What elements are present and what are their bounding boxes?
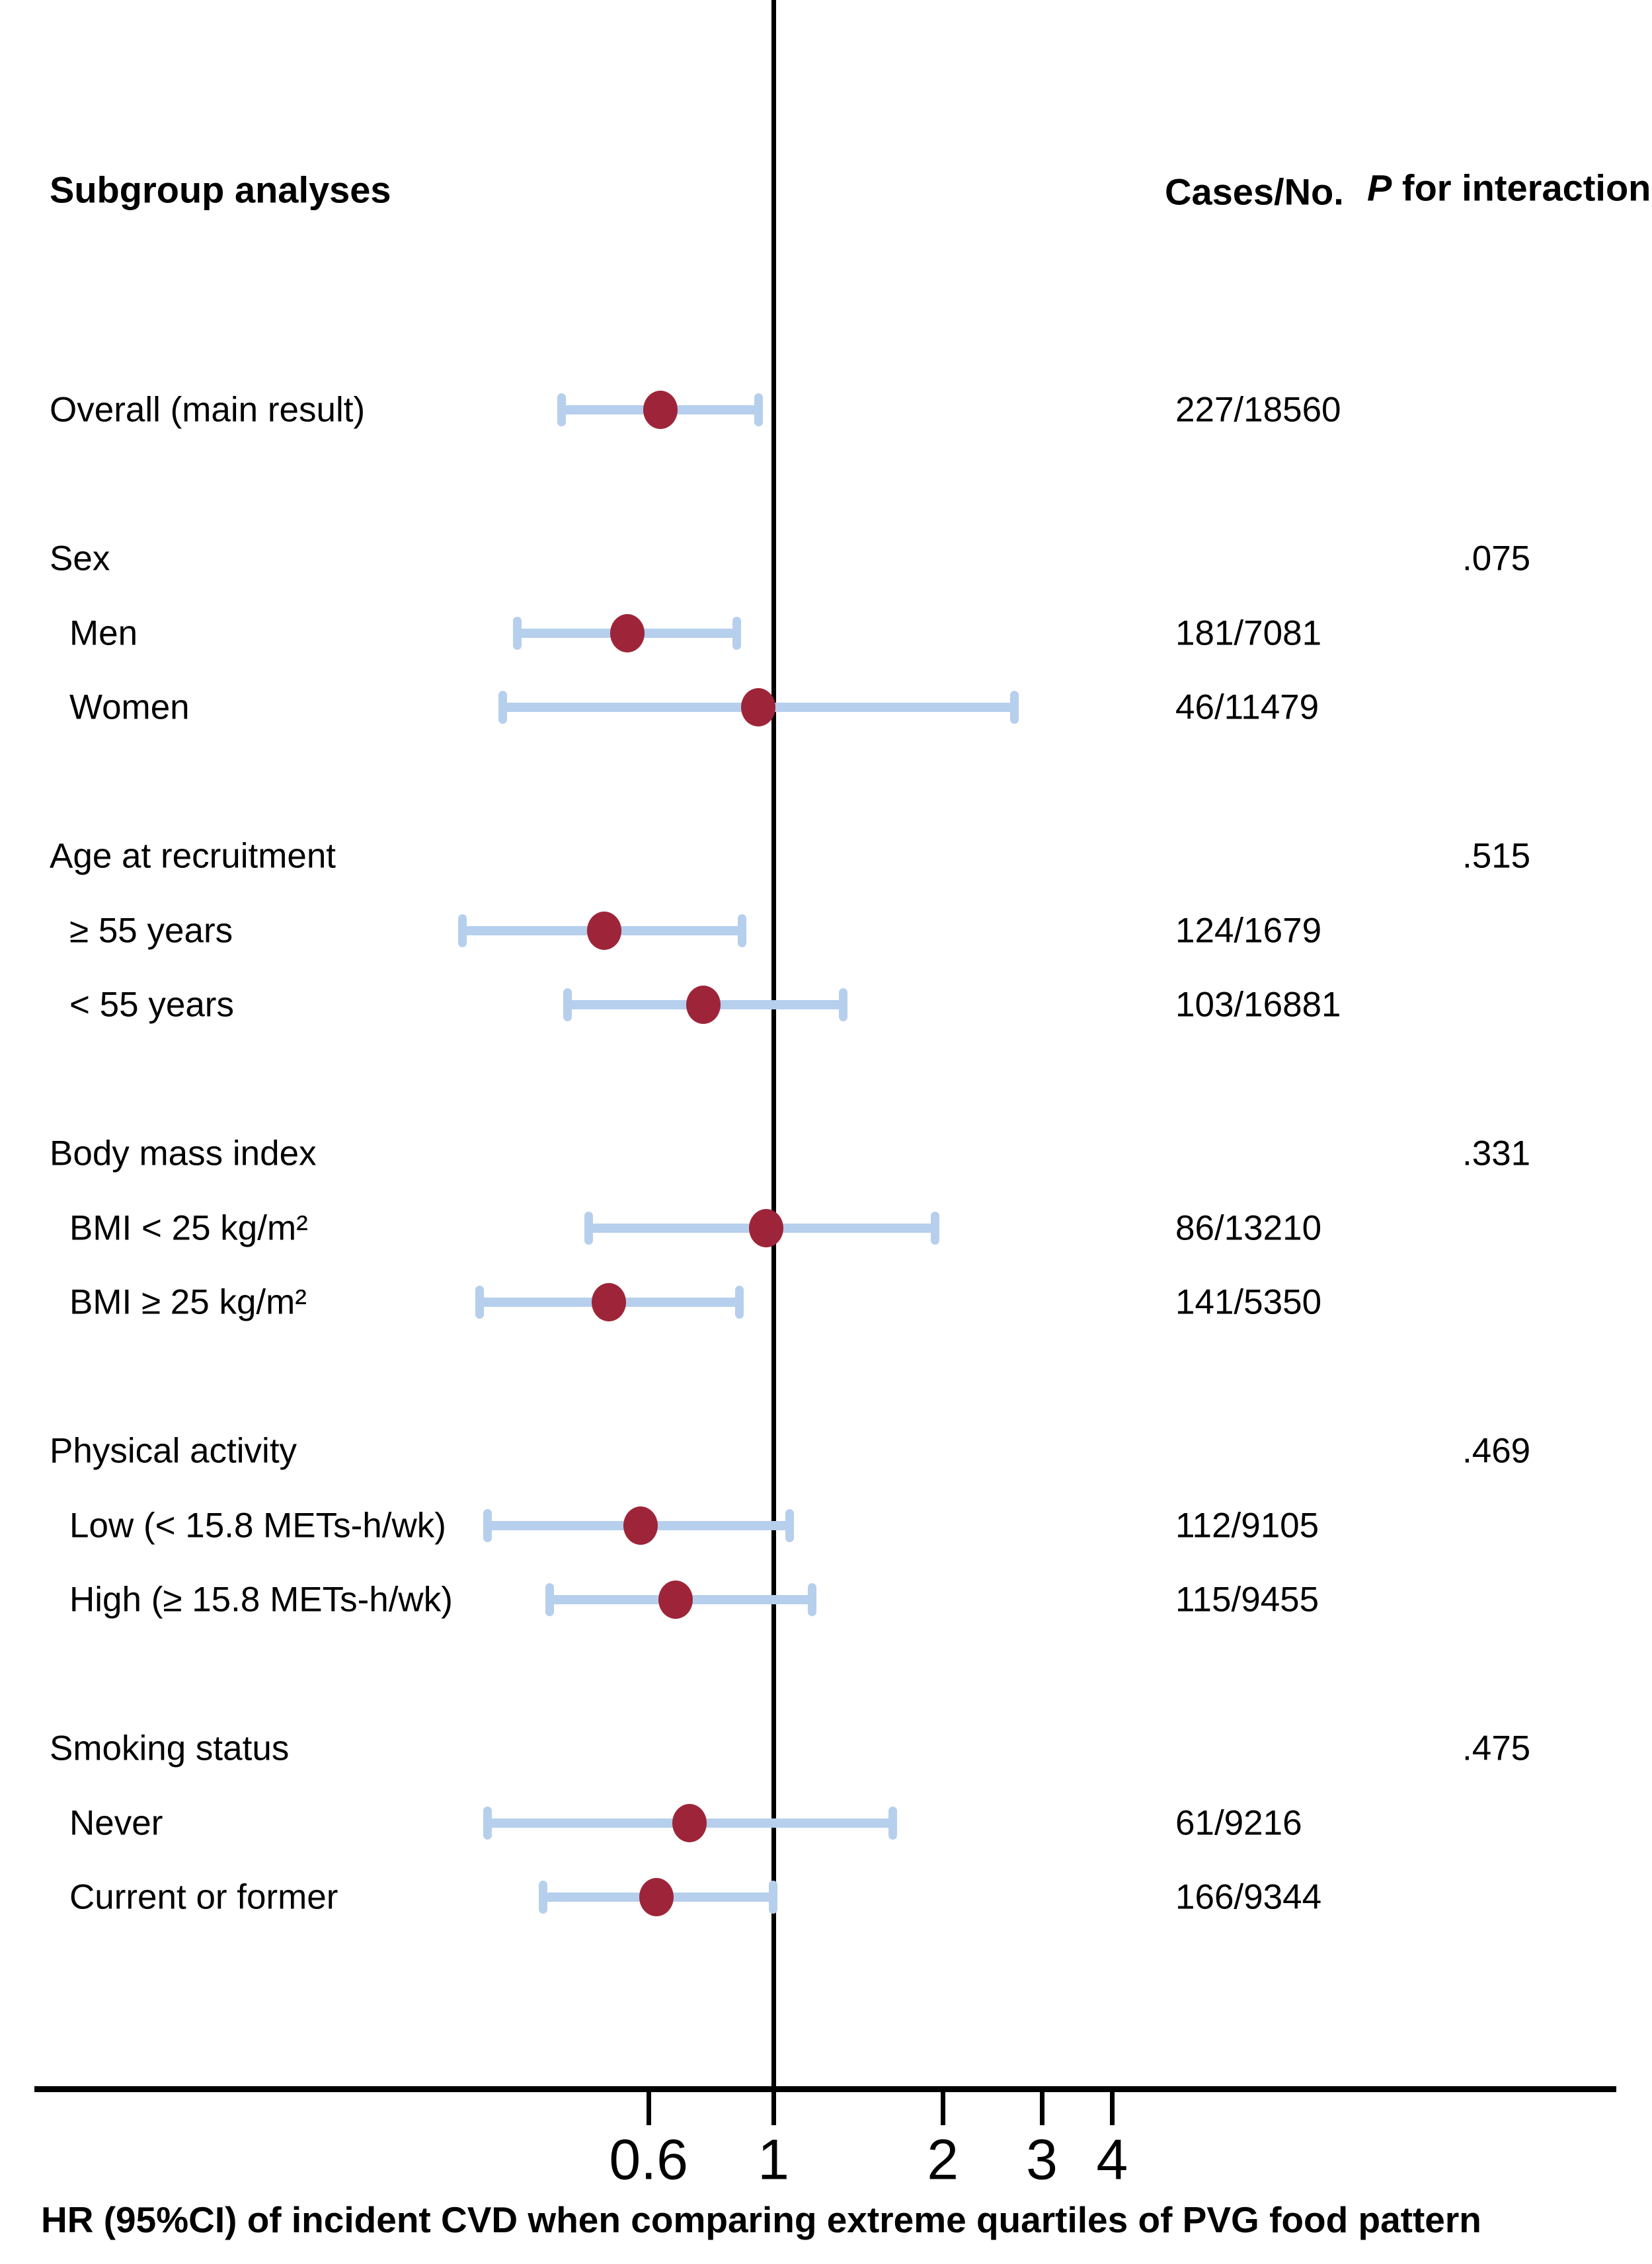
point-estimate-marker xyxy=(748,1208,783,1247)
ci-cap-right xyxy=(754,393,763,426)
ci-cap-left xyxy=(545,1583,554,1616)
ci-cap-right xyxy=(732,616,741,650)
row-label: Never xyxy=(69,1803,163,1842)
row-label: Men xyxy=(69,613,138,652)
ci-cap-right xyxy=(931,1211,940,1245)
point-estimate-marker xyxy=(686,986,721,1024)
row-label: BMI < 25 kg/m² xyxy=(69,1208,308,1247)
ci-cap-right xyxy=(738,914,747,947)
ci-cap-left xyxy=(584,1211,594,1245)
row-label: Low (< 15.8 METs-h/wk) xyxy=(69,1506,446,1545)
p-interaction-value: .515 xyxy=(1462,836,1531,876)
ci-cap-left xyxy=(557,393,566,426)
cases-value: 61/9216 xyxy=(1175,1803,1302,1842)
x-axis-tick-label: 0.6 xyxy=(609,2128,688,2192)
column-header-p-interaction: P for interaction xyxy=(1367,167,1651,210)
x-axis-tick-label: 4 xyxy=(1096,2128,1128,2192)
p-header-rest: for interaction xyxy=(1392,167,1651,209)
x-axis-tick-label: 1 xyxy=(758,2128,789,2192)
x-axis-tick xyxy=(1109,2092,1115,2125)
cases-value: 124/1679 xyxy=(1175,911,1322,950)
row-label: ≥ 55 years xyxy=(69,911,233,950)
cases-value: 115/9455 xyxy=(1175,1580,1319,1620)
ci-cap-left xyxy=(483,1806,492,1840)
row-label: Women xyxy=(69,687,190,727)
p-interaction-value: .475 xyxy=(1462,1729,1531,1768)
x-axis-tick xyxy=(646,2092,651,2125)
ci-cap-left xyxy=(475,1286,484,1319)
cases-value: 166/9344 xyxy=(1175,1877,1322,1917)
ci-cap-left xyxy=(458,914,467,947)
ci-cap-left xyxy=(512,616,522,650)
point-estimate-marker xyxy=(672,1803,707,1842)
group-label: Sex xyxy=(50,539,110,578)
cases-value: 86/13210 xyxy=(1175,1208,1322,1247)
ci-cap-right xyxy=(838,988,847,1021)
point-estimate-marker xyxy=(592,1283,627,1321)
ci-cap-right xyxy=(769,1881,778,1914)
p-interaction-value: .469 xyxy=(1462,1431,1531,1471)
x-axis-tick xyxy=(771,2092,776,2125)
figure-caption: HR (95%CI) of incident CVD when comparin… xyxy=(41,2199,1481,2240)
cases-value: 181/7081 xyxy=(1175,613,1322,652)
cases-value: 103/16881 xyxy=(1175,985,1341,1025)
ci-cap-right xyxy=(735,1286,744,1319)
x-axis-line xyxy=(34,2086,1616,2092)
x-axis-tick-label: 2 xyxy=(927,2128,959,2192)
group-label: Age at recruitment xyxy=(50,836,336,876)
cases-value: 46/11479 xyxy=(1175,687,1319,727)
p-interaction-value: .075 xyxy=(1462,539,1531,578)
point-estimate-marker xyxy=(639,1878,674,1916)
x-axis-tick-label: 3 xyxy=(1026,2128,1058,2192)
ci-cap-left xyxy=(483,1508,492,1542)
reference-line xyxy=(771,0,776,2089)
ci-cap-left xyxy=(539,1881,548,1914)
group-label: Body mass index xyxy=(50,1134,317,1173)
group-label: Physical activity xyxy=(50,1431,297,1471)
row-label: Current or former xyxy=(69,1877,338,1917)
row-label: < 55 years xyxy=(69,985,234,1025)
point-estimate-marker xyxy=(610,613,645,652)
ci-cap-right xyxy=(807,1583,816,1616)
point-estimate-marker xyxy=(741,688,776,726)
ci-cap-left xyxy=(563,988,572,1021)
ci-cap-right xyxy=(888,1806,898,1840)
point-estimate-marker xyxy=(643,391,678,429)
point-estimate-marker xyxy=(586,911,621,950)
x-axis-tick xyxy=(940,2092,945,2125)
row-label: Overall (main result) xyxy=(50,390,366,430)
p-interaction-value: .331 xyxy=(1462,1134,1531,1173)
column-header-subgroup: Subgroup analyses xyxy=(50,169,391,211)
row-label: High (≥ 15.8 METs-h/wk) xyxy=(69,1580,453,1620)
ci-cap-left xyxy=(498,691,507,724)
p-header-italic-letter: P xyxy=(1367,167,1392,209)
cases-value: 112/9105 xyxy=(1175,1506,1319,1545)
point-estimate-marker xyxy=(658,1581,693,1619)
ci-cap-right xyxy=(1009,691,1019,724)
group-label: Smoking status xyxy=(50,1729,290,1768)
point-estimate-marker xyxy=(623,1506,658,1545)
cases-value: 227/18560 xyxy=(1175,390,1341,430)
ci-cap-right xyxy=(785,1508,795,1542)
x-axis-tick xyxy=(1039,2092,1044,2125)
cases-value: 141/5350 xyxy=(1175,1282,1322,1322)
row-label: BMI ≥ 25 kg/m² xyxy=(69,1282,307,1322)
column-header-cases: Cases/No. xyxy=(1165,171,1344,213)
